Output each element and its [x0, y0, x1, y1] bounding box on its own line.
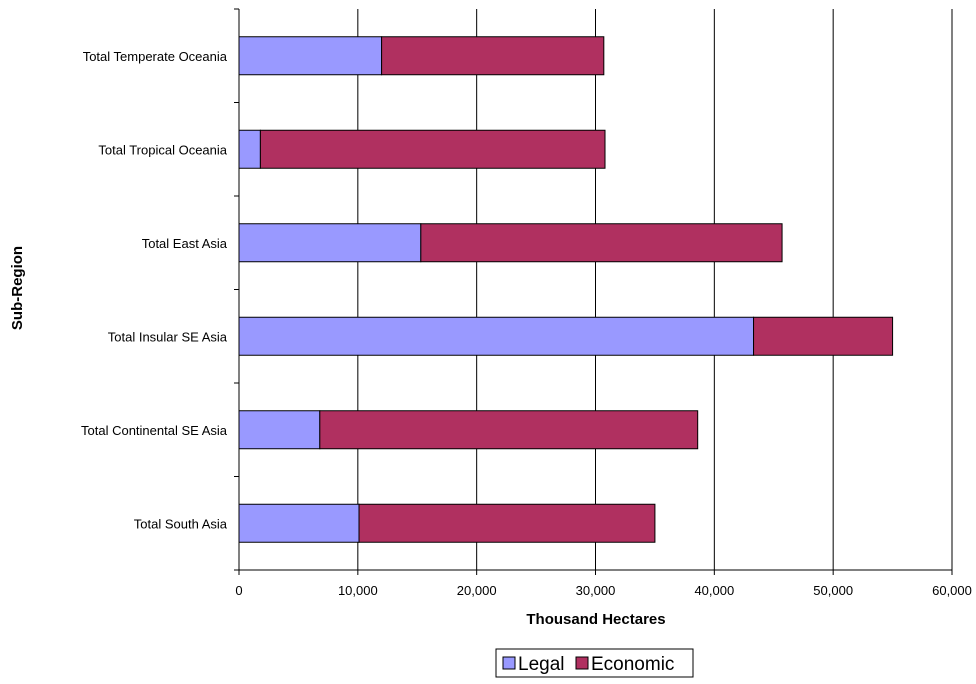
category-label: Total Insular SE Asia — [108, 329, 228, 344]
bar-economic-total-tropical-oceania — [259, 129, 606, 169]
grid — [357, 9, 953, 570]
legend-swatch-economic — [575, 656, 589, 670]
category-label: Total Continental SE Asia — [81, 423, 228, 438]
category-label: Total East Asia — [142, 236, 228, 251]
axes: Total South Asia Total Continental SE Asi… — [81, 8, 972, 598]
bar-economic-total-insular-se-asia — [753, 316, 894, 356]
bar-legal-total-continental-se-asia — [238, 410, 321, 450]
bar-economic-total-east-asia — [420, 223, 783, 263]
x-tick-label: 50,000 — [813, 583, 853, 598]
bars — [238, 36, 894, 543]
category-label: Total Temperate Oceania — [83, 49, 228, 64]
bar-legal-total-tropical-oceania — [238, 129, 261, 169]
x-tick-label: 30,000 — [576, 583, 616, 598]
y-axis-title: Sub-Region — [9, 246, 26, 330]
x-axis-title: Thousand Hectares — [526, 611, 665, 628]
bar-legal-total-temperate-oceania — [238, 36, 383, 76]
x-tick-label: 20,000 — [457, 583, 497, 598]
legend: Legal Economic — [495, 648, 694, 678]
x-tick-label: 40,000 — [694, 583, 734, 598]
legend-label-economic: Economic — [591, 654, 674, 675]
x-tick-label: 0 — [235, 583, 242, 598]
x-tick-label: 60,000 — [932, 583, 972, 598]
bar-legal-total-insular-se-asia — [238, 316, 755, 356]
category-label: Total South Asia — [134, 516, 228, 531]
bar-economic-total-south-asia — [358, 503, 656, 543]
legend-swatch-legal — [502, 656, 516, 670]
bar-legal-total-south-asia — [238, 503, 360, 543]
category-label: Total Tropical Oceania — [98, 142, 227, 157]
legend-label-legal: Legal — [518, 654, 565, 675]
x-tick-label: 10,000 — [338, 583, 378, 598]
bar-legal-total-east-asia — [238, 223, 422, 263]
legend-frame — [495, 648, 694, 678]
bar-economic-total-temperate-oceania — [381, 36, 605, 76]
bar-economic-total-continental-se-asia — [319, 410, 699, 450]
